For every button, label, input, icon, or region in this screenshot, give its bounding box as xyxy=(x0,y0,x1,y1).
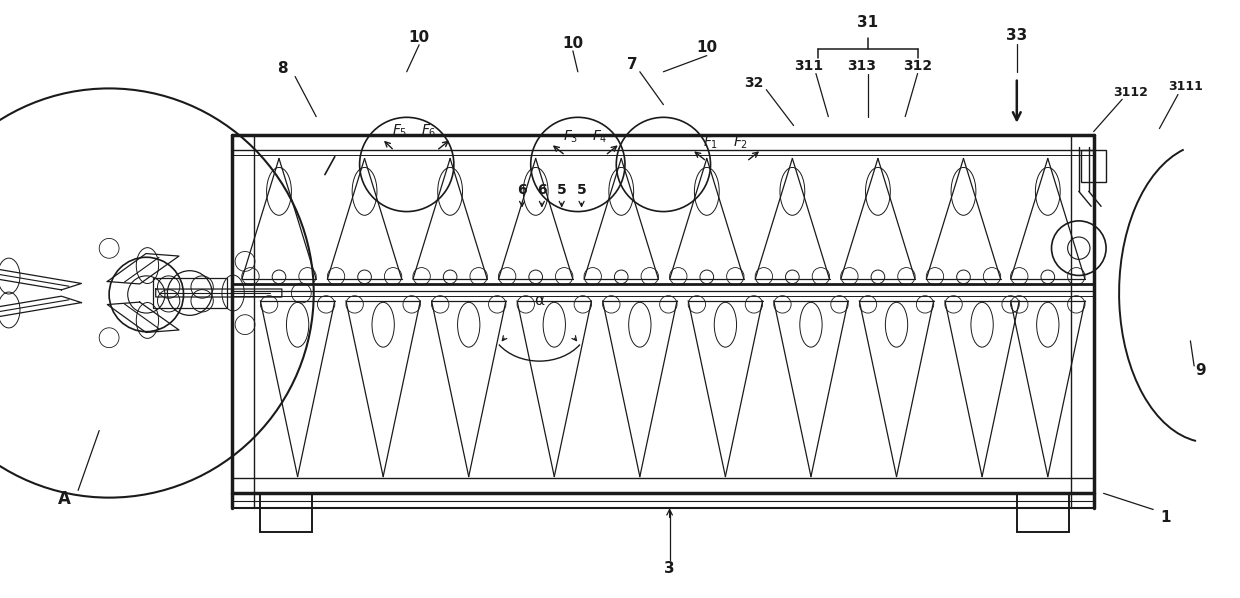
Text: 1: 1 xyxy=(1161,509,1171,525)
Text: 10: 10 xyxy=(408,29,430,45)
Text: 3: 3 xyxy=(665,560,675,576)
Bar xyxy=(260,493,312,532)
Text: $F_5$: $F_5$ xyxy=(392,122,407,139)
Text: 10: 10 xyxy=(562,35,584,51)
Text: 10: 10 xyxy=(696,40,718,56)
Text: 9: 9 xyxy=(1195,363,1205,379)
Bar xyxy=(153,278,227,308)
Text: 313: 313 xyxy=(847,59,877,73)
Text: $F_6$: $F_6$ xyxy=(422,122,436,139)
Text: 31: 31 xyxy=(857,15,879,30)
Text: $F_3$: $F_3$ xyxy=(563,128,578,145)
Bar xyxy=(1081,150,1106,182)
Bar xyxy=(1017,493,1069,532)
Text: 312: 312 xyxy=(903,59,932,73)
Text: 3111: 3111 xyxy=(1168,80,1203,93)
Text: 5: 5 xyxy=(557,183,567,197)
Text: 6: 6 xyxy=(537,183,547,197)
Text: 8: 8 xyxy=(278,61,288,77)
Text: 33: 33 xyxy=(1006,28,1028,44)
Text: 7: 7 xyxy=(627,57,637,72)
Text: $F_4$: $F_4$ xyxy=(593,128,608,145)
Text: $F_1$: $F_1$ xyxy=(703,134,718,151)
Text: 5: 5 xyxy=(577,183,587,197)
Text: A: A xyxy=(58,490,71,508)
Text: 6: 6 xyxy=(517,183,527,197)
Text: 3112: 3112 xyxy=(1114,86,1148,99)
Text: $F_2$: $F_2$ xyxy=(733,134,748,151)
Text: 311: 311 xyxy=(794,59,823,73)
Text: 32: 32 xyxy=(744,75,764,90)
Text: α: α xyxy=(534,292,544,308)
